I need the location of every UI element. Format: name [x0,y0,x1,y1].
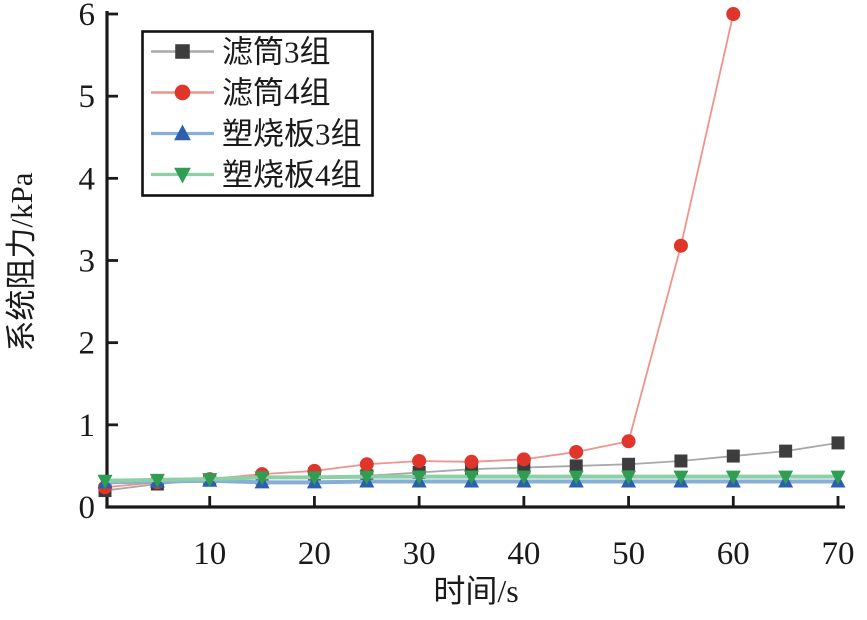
legend-item-label: 滤筒4组 [222,76,331,111]
data-point-marker [359,470,375,485]
data-point-marker [464,454,479,469]
data-point-marker [673,470,689,485]
data-point-marker [411,470,427,485]
data-point-marker [175,44,190,59]
data-point-marker [622,457,636,471]
data-point-marker [254,471,270,486]
x-tick-label: 10 [193,536,226,572]
data-point-marker [516,452,531,467]
y-tick-label: 4 [79,161,96,197]
data-point-marker [359,457,374,472]
legend-item-label: 滤筒3组 [222,35,331,70]
data-point-marker [202,473,218,488]
data-point-marker [464,470,479,485]
y-tick-label: 5 [79,79,96,115]
x-tick-label: 20 [298,536,331,572]
x-axis-title: 时间/s [433,573,518,609]
data-point-marker [97,474,113,489]
data-point-marker [778,470,794,485]
y-axis-title: 系统阻力/kPa [4,172,39,351]
data-point-marker [516,470,532,485]
series-layer [97,7,846,498]
data-point-marker [412,453,427,468]
x-tick-label: 30 [403,536,436,572]
y-tick-label: 1 [79,408,96,444]
x-tick-label: 70 [822,536,855,572]
data-point-marker [174,167,191,184]
data-point-marker [306,471,322,486]
data-point-marker [621,470,637,485]
y-tick-label: 2 [79,326,96,362]
data-point-marker [674,454,688,468]
legend-item-label: 塑烧板3组 [222,117,362,152]
y-tick-label: 6 [79,0,96,33]
data-point-marker [726,449,740,463]
data-point-marker [830,470,846,485]
series-triangle-down [97,470,846,489]
y-tick-label: 0 [79,490,96,526]
data-point-marker [174,84,191,101]
data-point-marker [726,7,741,21]
data-point-marker [149,473,165,488]
data-point-marker [568,470,584,485]
data-point-marker [673,238,688,253]
data-point-marker [174,124,191,141]
data-point-marker [569,459,583,473]
axes-layer: 10 20 30 40 50 60 70 0 1 2 3 4 5 6 [79,0,855,572]
x-tick-label: 60 [717,536,750,572]
data-point-marker [569,444,584,459]
data-point-marker [779,444,793,458]
legend-item-label: 塑烧板4组 [222,158,362,193]
data-point-marker [621,434,636,449]
x-tick-label: 40 [507,536,540,572]
data-point-marker [725,470,741,485]
y-tick-label: 3 [79,244,96,280]
data-point-marker [831,436,845,450]
x-tick-label: 50 [612,536,645,572]
